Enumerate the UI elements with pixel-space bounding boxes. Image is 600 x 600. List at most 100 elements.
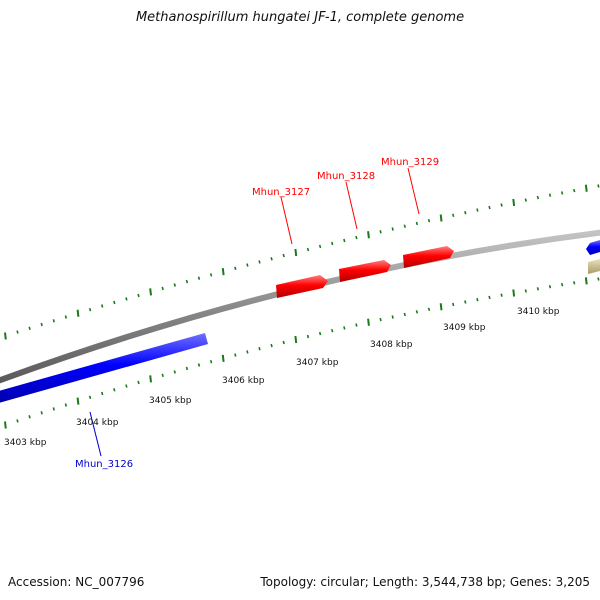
outer-track-tick [234, 266, 237, 271]
scale-label-3410: 3410 kbp [517, 307, 560, 317]
outer-track-tick [113, 300, 116, 305]
inner-track-tick [52, 407, 55, 411]
scale-label-3408: 3408 kbp [370, 340, 413, 350]
inner-track-tick [560, 282, 564, 287]
outer-track-tick [209, 273, 213, 277]
outer-track-tick [379, 230, 382, 234]
outer-track-tick [548, 193, 552, 197]
outer-track-tick [16, 330, 19, 334]
inner-track-tick [464, 300, 467, 304]
inner-track-tick [125, 384, 128, 388]
inner-tick-track [4, 277, 600, 429]
outer-track-tick [137, 293, 140, 298]
outer-track-tick [28, 326, 31, 331]
inner-track-tick [548, 284, 552, 289]
outer-track-tick [161, 286, 164, 291]
outer-track-tick [149, 288, 152, 296]
inner-track-tick [524, 289, 527, 293]
gene-label-mhun-3129[interactable]: Mhun_3129 [381, 157, 439, 168]
inner-track-tick [403, 312, 406, 317]
inner-track-tick [282, 340, 285, 345]
outer-track-tick [125, 297, 128, 301]
outer-track-tick [476, 208, 479, 212]
outer-track-tick [294, 248, 298, 257]
inner-track-tick [161, 373, 164, 378]
inner-track-tick [573, 281, 576, 285]
outer-track-tick [282, 253, 285, 258]
inner-track-tick [597, 277, 600, 281]
outer-track-tick [584, 184, 588, 192]
outer-track-tick [306, 247, 310, 252]
scale-label-3405: 3405 kbp [149, 396, 192, 406]
outer-track-tick [573, 188, 576, 193]
feature-partial-tan[interactable] [588, 259, 600, 274]
gene-mhun-3128[interactable] [339, 260, 391, 282]
inner-track-tick [197, 363, 201, 367]
gene-mhun-3129[interactable] [403, 246, 454, 268]
inner-track-tick [28, 415, 31, 419]
inner-track-tick [246, 350, 249, 354]
inner-track-tick [355, 323, 358, 327]
inner-track-tick [270, 343, 273, 348]
gene-label-mhun-3126[interactable]: Mhun_3126 [75, 459, 133, 470]
outer-track-tick [64, 315, 68, 319]
inner-track-tick [512, 289, 516, 297]
inner-track-tick [500, 293, 503, 297]
inner-track-tick [294, 335, 298, 344]
gene-label-mhun-3128[interactable]: Mhun_3128 [317, 171, 375, 182]
outer-track-tick [427, 218, 431, 223]
outer-track-tick [76, 309, 80, 317]
outer-track-tick [488, 205, 491, 210]
inner-track-tick [306, 334, 310, 339]
outer-tick-track [4, 184, 600, 340]
outer-track-tick [318, 244, 322, 249]
outer-track-tick [88, 307, 92, 312]
outer-track-tick [439, 214, 443, 222]
leader-mhun-3126 [89, 411, 102, 457]
inner-track-tick [137, 380, 140, 385]
genome-summary-text: Topology: circular; Length: 3,544,738 bp… [260, 575, 590, 589]
scale-label-3404: 3404 kbp [76, 418, 119, 428]
outer-track-tick [173, 283, 176, 287]
inner-track-tick [173, 370, 176, 374]
outer-track-tick [101, 304, 104, 308]
inner-track-tick [209, 359, 213, 364]
inner-track-tick [476, 297, 479, 302]
outer-track-tick [512, 198, 516, 207]
gene-mhun-3126[interactable] [0, 333, 208, 404]
leader-mhun-3128 [345, 181, 358, 230]
outer-track-tick [246, 263, 249, 267]
inner-track-tick [379, 317, 382, 322]
outer-track-tick [355, 235, 358, 240]
inner-track-tick [367, 318, 370, 326]
outer-track-tick [52, 319, 55, 323]
accession-text: Accession: NC_007796 [8, 575, 145, 589]
inner-track-tick [331, 328, 334, 333]
outer-track-tick [331, 241, 334, 246]
inner-track-tick [584, 277, 588, 285]
inner-track-tick [113, 388, 116, 392]
inner-track-tick [40, 411, 43, 415]
outer-track-tick [270, 257, 273, 261]
inner-track-tick [185, 366, 189, 371]
gene-label-mhun-3127[interactable]: Mhun_3127 [252, 187, 310, 198]
scale-label-3403: 3403 kbp [4, 438, 47, 448]
gene-partial-blue[interactable] [586, 240, 600, 255]
outer-track-tick [221, 267, 225, 276]
outer-track-tick [343, 238, 346, 243]
inner-track-tick [101, 391, 104, 396]
inner-track-tick [391, 315, 394, 319]
inner-track-tick [343, 326, 346, 330]
outer-track-tick [185, 279, 189, 284]
inner-track-tick [318, 331, 322, 336]
inner-track-tick [415, 310, 419, 314]
gene-mhun-3127[interactable] [276, 275, 328, 298]
scale-label-3409: 3409 kbp [443, 323, 486, 333]
outer-track-tick [367, 231, 370, 239]
outer-track-tick [415, 221, 419, 226]
inner-track-tick [88, 395, 92, 400]
outer-track-tick [464, 210, 467, 215]
inner-track-tick [427, 307, 431, 312]
